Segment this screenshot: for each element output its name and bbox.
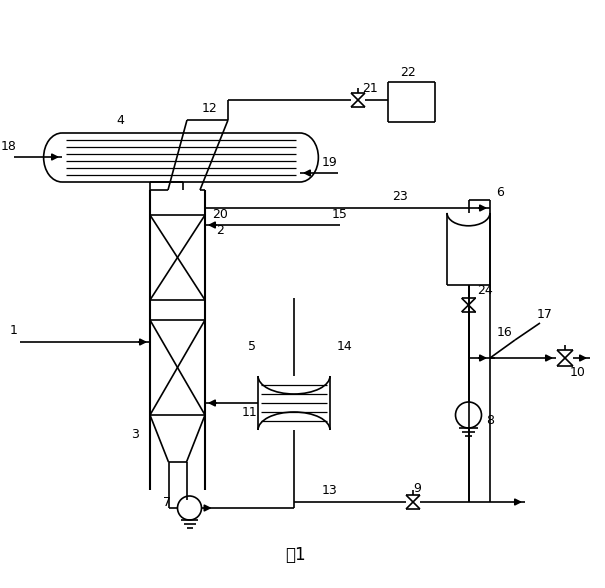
Text: 22: 22 [400,65,416,79]
Text: 13: 13 [322,483,338,496]
Text: 9: 9 [413,482,421,495]
Text: 20: 20 [212,209,228,222]
Text: 17: 17 [537,309,553,322]
Text: 4: 4 [116,113,124,126]
Text: 15: 15 [332,209,348,222]
Text: 24: 24 [477,285,492,298]
Text: 10: 10 [570,366,586,379]
Text: 5: 5 [248,339,256,352]
Text: 图1: 图1 [285,546,306,564]
Text: 6: 6 [496,185,504,199]
Text: 19: 19 [322,156,338,169]
Text: 3: 3 [131,429,139,442]
Text: 8: 8 [486,413,494,426]
Text: 2: 2 [216,225,224,238]
Text: 21: 21 [362,82,378,95]
Text: 23: 23 [392,189,408,202]
Text: 11: 11 [242,406,258,419]
Text: 14: 14 [337,339,353,352]
Text: 16: 16 [497,326,513,339]
Text: 7: 7 [163,496,171,509]
Text: 1: 1 [10,325,18,338]
Text: 12: 12 [202,102,218,115]
Text: 18: 18 [1,141,17,153]
